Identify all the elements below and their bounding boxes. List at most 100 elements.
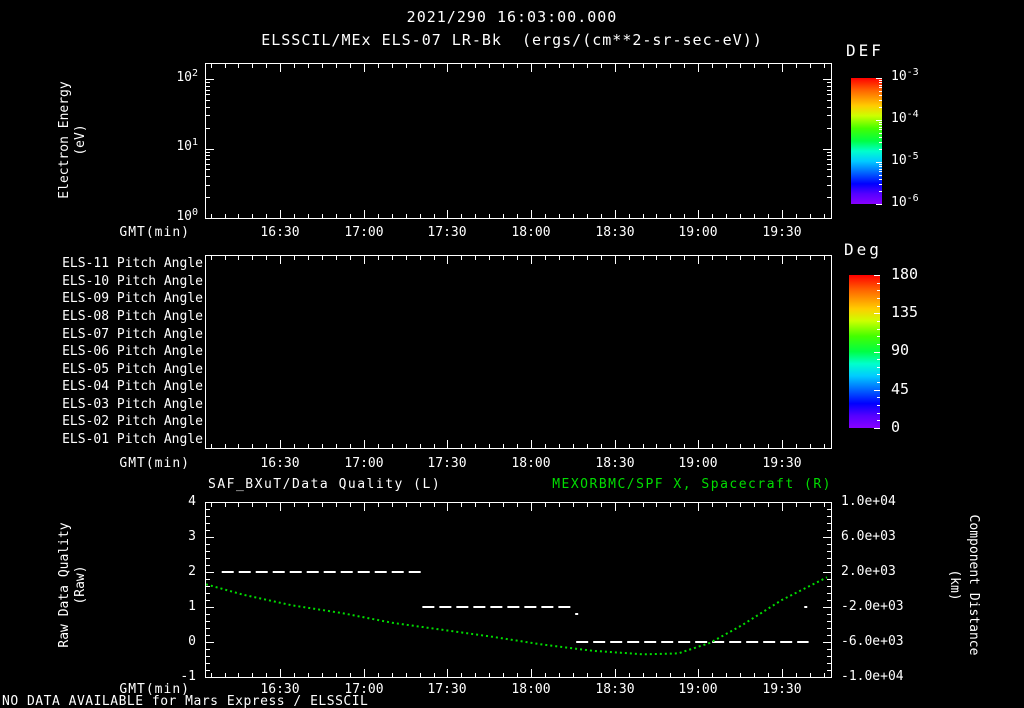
quality-ytick-1: 1 bbox=[188, 599, 196, 614]
tick-mark bbox=[206, 677, 214, 678]
tick-mark bbox=[670, 256, 671, 260]
tick-mark bbox=[698, 210, 699, 218]
tick-mark bbox=[378, 214, 379, 218]
tick-mark bbox=[684, 503, 685, 507]
tick-mark bbox=[280, 669, 281, 677]
tick-mark bbox=[877, 321, 880, 322]
tick-mark bbox=[475, 256, 476, 260]
tick-mark bbox=[879, 149, 882, 150]
tick-mark bbox=[378, 256, 379, 260]
tick-mark bbox=[517, 64, 518, 68]
tick-mark bbox=[266, 673, 267, 677]
colorbar-deg-title: Deg bbox=[844, 240, 882, 259]
tick-mark bbox=[874, 275, 880, 276]
tick-mark bbox=[823, 677, 831, 678]
tick-mark bbox=[447, 440, 448, 448]
quality-ytick-neg1: -1 bbox=[180, 669, 196, 684]
tick-mark bbox=[280, 503, 281, 511]
tick-mark bbox=[879, 82, 882, 83]
tick-mark bbox=[827, 663, 831, 664]
tick-mark bbox=[726, 64, 727, 68]
tick-mark bbox=[712, 503, 713, 507]
tick-mark bbox=[827, 90, 831, 91]
tick-mark bbox=[874, 352, 880, 353]
tick-mark bbox=[336, 214, 337, 218]
tick-mark bbox=[447, 64, 448, 72]
tick-mark bbox=[573, 64, 574, 68]
tick-mark bbox=[629, 214, 630, 218]
tick-mark bbox=[252, 503, 253, 507]
tick-mark bbox=[461, 214, 462, 218]
time-tick-label: 18:30 bbox=[595, 225, 635, 240]
tick-mark bbox=[206, 607, 214, 608]
tick-mark bbox=[740, 256, 741, 260]
tick-mark bbox=[827, 656, 831, 657]
tick-mark bbox=[656, 503, 657, 507]
tick-mark bbox=[573, 214, 574, 218]
tick-mark bbox=[823, 79, 831, 80]
tick-mark bbox=[827, 516, 831, 517]
tick-mark bbox=[796, 673, 797, 677]
tick-mark bbox=[827, 197, 831, 198]
tick-mark bbox=[206, 565, 210, 566]
distance-ytick-6e3: 6.0e+03 bbox=[841, 529, 896, 544]
tick-mark bbox=[877, 367, 880, 368]
tick-mark bbox=[824, 64, 825, 68]
tick-mark bbox=[350, 444, 351, 448]
tick-mark bbox=[531, 64, 532, 72]
tick-mark bbox=[559, 673, 560, 677]
tick-mark bbox=[206, 544, 210, 545]
tick-mark bbox=[670, 503, 671, 507]
tick-mark bbox=[754, 503, 755, 507]
tick-mark bbox=[461, 64, 462, 68]
tick-mark bbox=[392, 64, 393, 68]
tick-mark bbox=[364, 440, 365, 448]
tick-mark bbox=[294, 673, 295, 677]
tick-mark bbox=[420, 214, 421, 218]
tick-mark bbox=[545, 214, 546, 218]
tick-mark bbox=[827, 509, 831, 510]
tick-mark bbox=[782, 256, 783, 264]
quality-ytick-4: 4 bbox=[188, 494, 196, 509]
tick-mark bbox=[447, 256, 448, 264]
tick-mark bbox=[824, 673, 825, 677]
tick-mark bbox=[206, 523, 210, 524]
time-tick-label: 19:00 bbox=[678, 225, 718, 240]
tick-mark bbox=[322, 503, 323, 507]
pitch-row-label: ELS-05 Pitch Angle bbox=[62, 362, 203, 377]
tick-mark bbox=[827, 115, 831, 116]
tick-mark bbox=[206, 593, 210, 594]
tick-mark bbox=[322, 673, 323, 677]
tick-mark bbox=[225, 64, 226, 68]
tick-mark bbox=[206, 152, 210, 153]
gmt-label-panel3: GMT(min) bbox=[119, 682, 190, 697]
tick-mark bbox=[489, 503, 490, 507]
tick-mark bbox=[238, 256, 239, 260]
time-tick-label: 17:30 bbox=[427, 682, 467, 697]
tick-mark bbox=[206, 586, 210, 587]
tick-mark bbox=[874, 428, 880, 429]
tick-mark bbox=[823, 218, 831, 219]
tick-mark bbox=[336, 673, 337, 677]
exponent: -4 bbox=[906, 109, 919, 120]
tick-mark bbox=[877, 329, 880, 330]
tick-mark bbox=[489, 444, 490, 448]
exponent: 2 bbox=[191, 68, 198, 79]
time-tick-label: 17:30 bbox=[427, 456, 467, 471]
tick-mark bbox=[698, 256, 699, 264]
tick-mark bbox=[206, 218, 214, 219]
tick-mark bbox=[489, 214, 490, 218]
tick-mark bbox=[294, 64, 295, 68]
tick-mark bbox=[206, 537, 214, 538]
tick-mark bbox=[294, 256, 295, 260]
tick-mark bbox=[827, 600, 831, 601]
panel-pitch-frame bbox=[205, 255, 832, 449]
tick-mark bbox=[782, 669, 783, 677]
tick-mark bbox=[308, 503, 309, 507]
tick-mark bbox=[827, 94, 831, 95]
tick-mark bbox=[698, 440, 699, 448]
tick-mark bbox=[879, 164, 882, 165]
exponent: 1 bbox=[191, 137, 198, 148]
def-tick-1e-6: 10-6 bbox=[891, 193, 919, 210]
tick-mark bbox=[879, 137, 882, 138]
